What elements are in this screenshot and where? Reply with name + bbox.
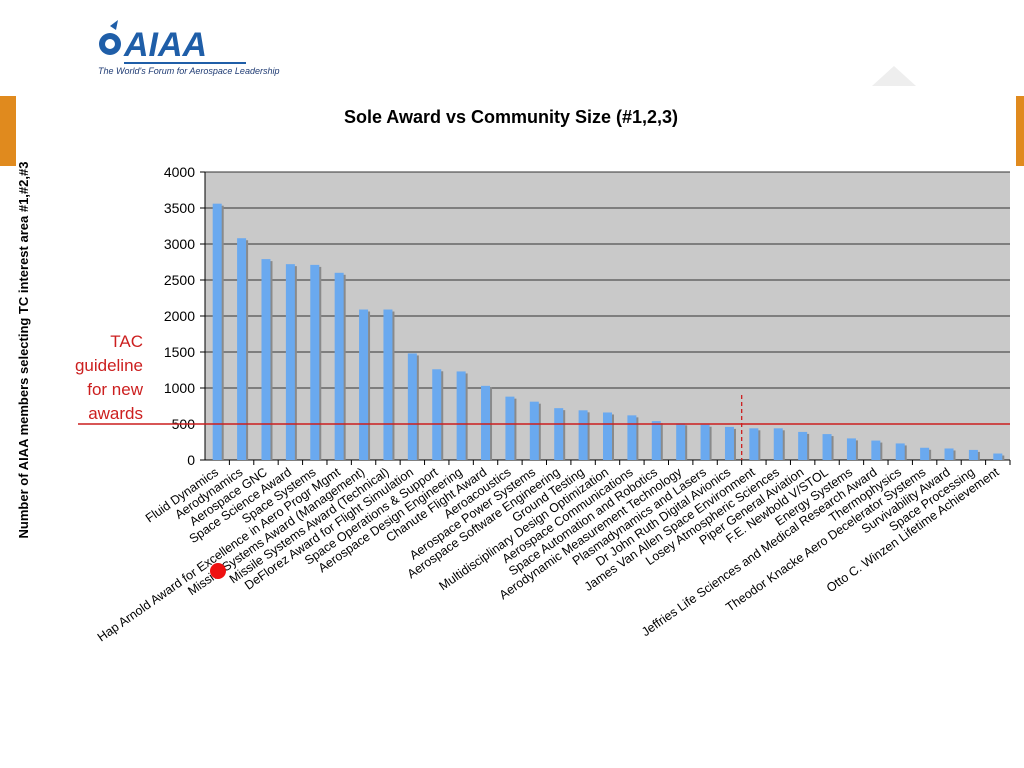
bar xyxy=(432,369,442,460)
bar xyxy=(334,272,344,460)
bar xyxy=(407,353,417,460)
bar xyxy=(481,385,491,460)
logo-mark-icon xyxy=(99,20,121,55)
y-tick-label: 2500 xyxy=(164,272,195,288)
y-tick-label: 1500 xyxy=(164,344,195,360)
y-tick-label: 4000 xyxy=(164,164,195,180)
orange-accent-left xyxy=(0,96,16,166)
bar xyxy=(895,443,905,460)
y-tick-label: 3500 xyxy=(164,200,195,216)
bar xyxy=(627,415,637,460)
y-tick-label: 3000 xyxy=(164,236,195,252)
bar xyxy=(383,309,393,460)
bar xyxy=(846,438,856,460)
y-tick-label: 0 xyxy=(187,452,195,468)
bar xyxy=(871,440,881,460)
bar xyxy=(212,203,222,460)
bar xyxy=(505,396,515,460)
annotation-line: guideline xyxy=(74,356,143,375)
bar xyxy=(700,424,710,460)
bar xyxy=(724,426,734,460)
bar xyxy=(578,410,588,460)
annotation-line: for new xyxy=(87,380,143,399)
y-axis-label: Number of AIAA members selecting TC inte… xyxy=(16,161,31,539)
bar xyxy=(773,428,783,460)
bar xyxy=(993,453,1003,460)
bar xyxy=(798,431,808,460)
bar xyxy=(285,264,295,460)
bar xyxy=(944,448,954,460)
bar xyxy=(261,259,271,460)
annotation-line: TAC xyxy=(110,332,143,351)
logo-text: AIAA xyxy=(123,26,207,64)
chart-title: Sole Award vs Community Size (#1,2,3) xyxy=(344,107,678,127)
bar xyxy=(920,447,930,460)
y-tick-label: 2000 xyxy=(164,308,195,324)
bar xyxy=(603,412,612,460)
bar xyxy=(310,264,320,460)
decorative-triangle xyxy=(872,66,916,86)
bar xyxy=(676,423,686,460)
y-tick-label: 1000 xyxy=(164,380,195,396)
bar xyxy=(822,434,832,460)
bar xyxy=(237,238,247,460)
logo-tagline: The World's Forum for Aerospace Leadersh… xyxy=(98,66,280,76)
bar xyxy=(968,449,978,460)
guideline-annotation: TAC guideline for new awards xyxy=(40,330,143,426)
bar xyxy=(554,408,564,460)
bar xyxy=(749,428,759,460)
aiaa-logo: AIAA The World's Forum for Aerospace Lea… xyxy=(96,18,279,82)
annotation-line: awards xyxy=(88,404,143,423)
orange-accent-right xyxy=(1016,96,1024,166)
bar xyxy=(359,309,369,460)
highlight-dot xyxy=(210,563,226,579)
bar xyxy=(456,371,466,460)
bar xyxy=(651,421,661,460)
bar xyxy=(529,401,539,460)
